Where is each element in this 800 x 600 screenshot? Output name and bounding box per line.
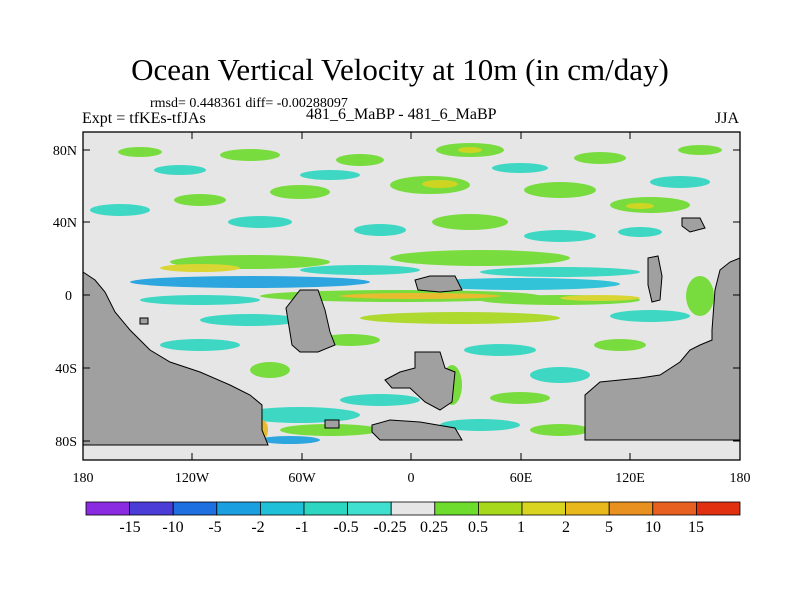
colorbar-label: -2 xyxy=(251,519,264,536)
colorbar-label: 1 xyxy=(517,519,525,536)
colorbar-label: 0.25 xyxy=(420,519,448,536)
colorbar-label: 10 xyxy=(645,519,661,536)
lat-label-0: 0 xyxy=(65,289,72,304)
lon-label-60e: 60E xyxy=(510,471,533,486)
land-island-small xyxy=(324,419,340,429)
longitude-axis: 180 120W 60W 0 60E 120E 180 xyxy=(73,132,751,486)
experiment-label: Expt = tfKEs-tfJAs xyxy=(82,110,206,127)
colorbar-swatch xyxy=(347,501,392,516)
colorbar-label: 2 xyxy=(562,519,570,536)
colorbar-label: 0.5 xyxy=(468,519,488,536)
colorbar-swatch xyxy=(259,501,305,516)
colorbar-swatch xyxy=(608,501,654,516)
land-antarctic-fragment xyxy=(371,419,463,441)
colorbar xyxy=(85,501,741,516)
lon-label-0: 0 xyxy=(408,471,415,486)
land-island-ne xyxy=(681,217,706,233)
runs-label: 481_6_MaBP - 481_6_MaBP xyxy=(306,106,497,123)
colorbar-swatch xyxy=(216,501,261,516)
land-island-south xyxy=(384,351,456,411)
colorbar-swatch xyxy=(652,501,697,516)
colorbar-label: -0.5 xyxy=(333,519,358,536)
latitude-axis: 80N 40N 0 40S 80S xyxy=(53,144,740,450)
colorbar-label: -0.25 xyxy=(373,519,406,536)
colorbar-label: 15 xyxy=(688,519,704,536)
colorbar-swatch xyxy=(303,501,348,516)
map-panel: 80N 40N 0 40S 80S 180 120W 60W 0 60E xyxy=(53,131,751,486)
colorbar-swatch xyxy=(434,501,479,516)
land-island-equator xyxy=(414,275,463,293)
colorbar-swatch xyxy=(85,501,130,516)
lon-label-120e: 120E xyxy=(615,471,645,486)
lat-label-80s: 80S xyxy=(55,435,77,450)
lon-label-180w: 180 xyxy=(73,471,94,486)
land-island-tiny xyxy=(139,317,149,325)
lat-label-40n: 40N xyxy=(53,216,77,231)
land-masses xyxy=(82,217,741,446)
lon-label-120w: 120W xyxy=(175,471,210,486)
lat-label-80n: 80N xyxy=(53,144,77,159)
lon-label-60w: 60W xyxy=(288,471,316,486)
land-island-central xyxy=(285,289,336,353)
plot-title: Ocean Vertical Velocity at 10m (in cm/da… xyxy=(131,52,669,87)
rmsd-diff-stats: rmsd= 0.448361 diff= -0.00288097 xyxy=(150,96,348,111)
season-label: JJA xyxy=(715,110,740,127)
colorbar-swatch xyxy=(129,501,174,516)
land-island-east-equator xyxy=(647,255,663,303)
colorbar-label: -15 xyxy=(119,519,140,536)
colorbar-label: -10 xyxy=(162,519,183,536)
colorbar-label: -1 xyxy=(295,519,308,536)
colorbar-swatch xyxy=(565,501,610,516)
land-east-continent xyxy=(584,257,741,441)
colorbar-labels: -15 -10 -5 -2 -1 -0.5 -0.25 0.25 0.5 1 2… xyxy=(119,519,704,536)
colorbar-swatch xyxy=(696,501,741,516)
colorbar-swatch xyxy=(390,501,436,516)
colorbar-label: -5 xyxy=(208,519,221,536)
land-south-america xyxy=(82,271,269,446)
lat-label-40s: 40S xyxy=(55,362,77,377)
colorbar-label: 5 xyxy=(605,519,613,536)
lon-label-180e: 180 xyxy=(730,471,751,486)
colorbar-swatch xyxy=(521,501,566,516)
colorbar-swatch xyxy=(477,501,523,516)
colorbar-swatch xyxy=(172,501,218,516)
